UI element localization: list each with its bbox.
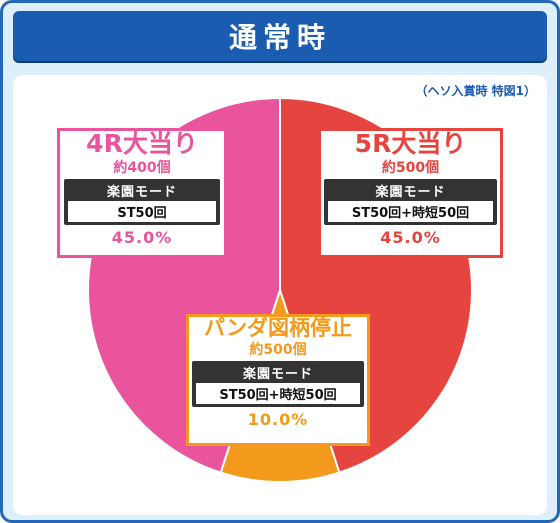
slice-label-4r: 4R大当り 約400個 楽園モード ST50回 45.0%	[57, 128, 227, 258]
slice-payout-5r: 約500個	[381, 160, 440, 177]
mode-box-4r: 楽園モード ST50回	[64, 179, 220, 226]
mode-box-5r: 楽園モード ST50回+時短50回	[324, 179, 497, 226]
mode-detail-4r: ST50回	[68, 201, 216, 223]
slice-percent-5r: 45.0%	[380, 228, 441, 248]
slice-label-5r: 5R大当り 約500個 楽園モード ST50回+時短50回 45.0%	[318, 128, 503, 258]
mode-box-panda: 楽園モード ST50回+時短50回	[192, 361, 364, 408]
slice-title-5r: 5R大当り	[354, 129, 467, 158]
slice-title-4r: 4R大当り	[86, 129, 198, 158]
slice-title-panda: パンダ図柄停止	[203, 316, 353, 340]
note-text: （ヘソ入賞時 特図1）	[415, 84, 536, 98]
mode-title-4r: 楽園モード	[106, 185, 177, 201]
chart-title: 通常時	[13, 11, 547, 61]
mode-title-5r: 楽園モード	[375, 185, 446, 201]
slice-percent-panda: 10.0%	[247, 410, 309, 430]
mode-title-panda: 楽園モード	[242, 367, 313, 383]
slice-payout-4r: 約400個	[113, 160, 171, 177]
slice-label-panda: パンダ図柄停止 約500個 楽園モード ST50回+時短50回 10.0%	[186, 314, 370, 446]
mode-detail-5r: ST50回+時短50回	[328, 201, 493, 223]
slice-percent-4r: 45.0%	[111, 228, 173, 248]
slice-payout-panda: 約500個	[249, 342, 307, 359]
mode-detail-panda: ST50回+時短50回	[196, 383, 360, 405]
